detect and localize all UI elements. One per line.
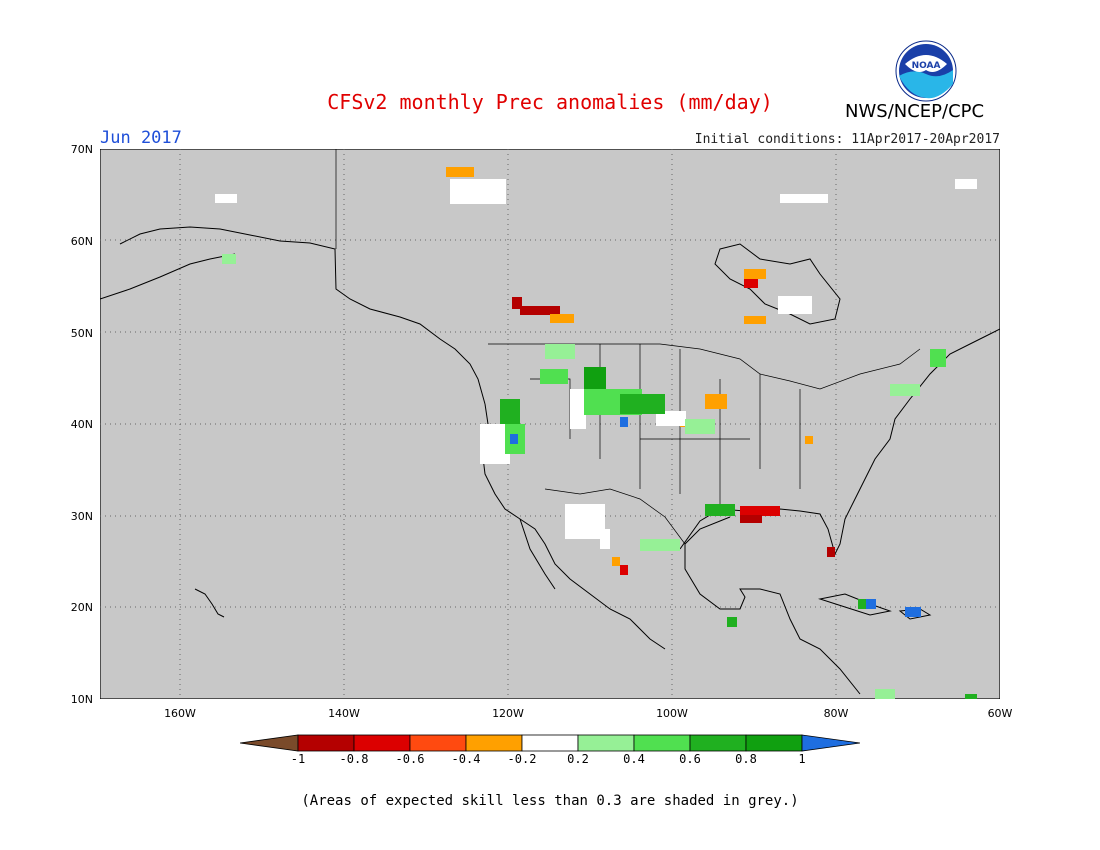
colorbar-label: 0.2 (567, 752, 589, 766)
hudson-bay (714, 243, 841, 325)
skill-footnote: (Areas of expected skill less than 0.3 a… (301, 793, 799, 809)
aleutians (100, 253, 236, 300)
lat-label-30n: 30N (70, 510, 93, 523)
lon-label-120w: 120W (492, 707, 524, 720)
colorbar-label: 1 (798, 752, 806, 766)
hawaii (194, 588, 225, 618)
colorbar-label: 0.8 (735, 752, 757, 766)
lat-label-10n: 10N (70, 693, 93, 706)
gulf-coast (684, 516, 861, 695)
lon-label-100w: 100W (656, 707, 688, 720)
lon-label-160w: 160W (164, 707, 196, 720)
cuba (818, 593, 892, 616)
colorbar-label: 0.4 (623, 752, 645, 766)
lon-label-60w: 60W (987, 707, 1013, 720)
precipitation-anomaly-map (100, 149, 1000, 699)
alaska-coast (119, 226, 486, 405)
colorbar-label: -1 (290, 752, 306, 766)
lat-label-20n: 20N (70, 601, 93, 614)
map-title: CFSv2 monthly Prec anomalies (mm/day) (327, 90, 773, 114)
logo-text: NOAA (912, 61, 941, 71)
lat-label-40n: 40N (70, 418, 93, 431)
anomaly-cells (215, 167, 977, 699)
agency-label: NWS/NCEP/CPC (845, 101, 985, 122)
colorbar-label: -0.4 (451, 752, 481, 766)
noaa-logo: NOAA (895, 40, 957, 102)
lat-label-50n: 50N (70, 327, 93, 340)
colorbar-label: 0.6 (679, 752, 701, 766)
colorbar-label: -0.2 (507, 752, 537, 766)
us-canada-border (488, 343, 921, 390)
colorbar (240, 734, 860, 752)
colorbar-label: -0.8 (339, 752, 369, 766)
baja (519, 518, 556, 590)
initial-conditions: Initial conditions: 11Apr2017-20Apr2017 (694, 132, 1000, 147)
colorbar-label: -0.6 (395, 752, 425, 766)
us-mexico-border (544, 488, 686, 545)
lon-label-80w: 80W (823, 707, 849, 720)
lat-label-60n: 60N (70, 235, 93, 248)
lon-label-140w: 140W (328, 707, 360, 720)
forecast-month: Jun 2017 (100, 128, 182, 148)
lat-label-70n: 70N (70, 143, 93, 156)
